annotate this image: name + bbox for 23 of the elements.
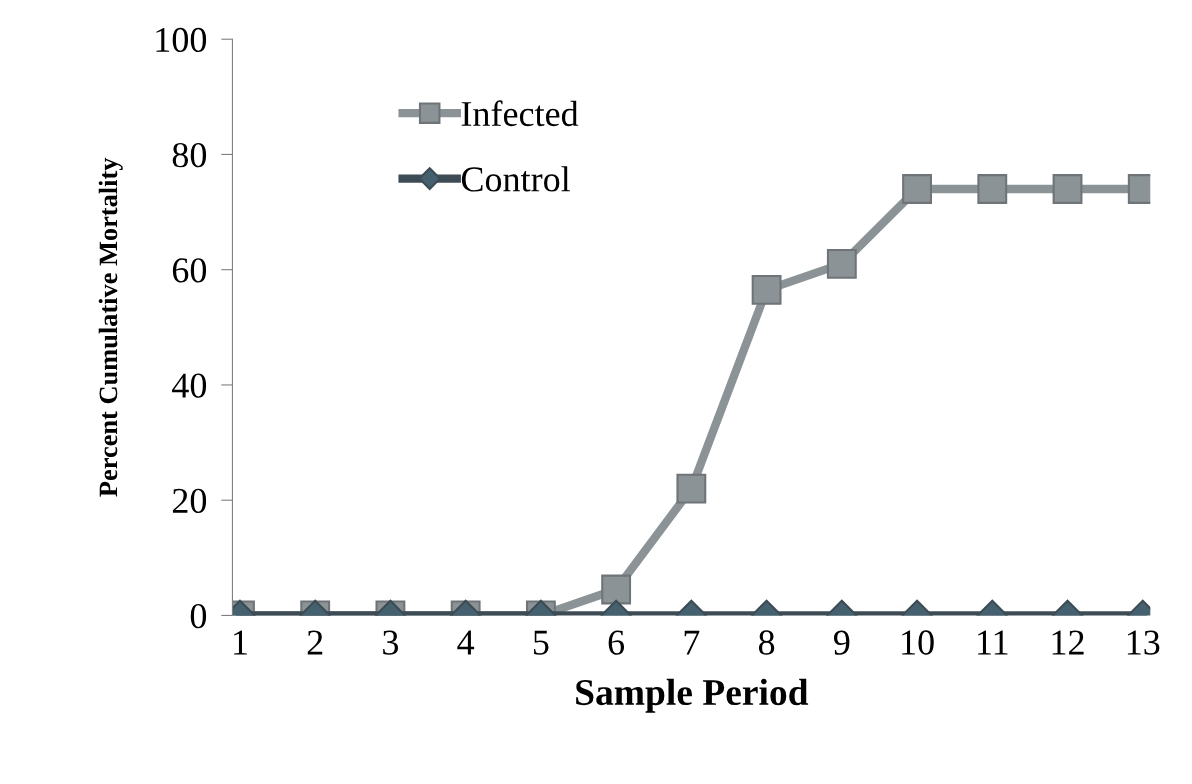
legend-label: Control	[461, 166, 571, 192]
x-tick-label: 4	[457, 630, 475, 655]
x-tick-label: 2	[307, 630, 323, 655]
x-tick-label: 6	[608, 630, 625, 655]
legend-label: Infected	[461, 100, 579, 127]
x-tick-label: 5	[533, 630, 549, 655]
y-tick-label: 100	[156, 27, 207, 53]
x-tick-label: 8	[758, 630, 775, 655]
y-axis-title: Percent Cumulative Mortality	[98, 157, 123, 497]
x-tick-label: 11	[978, 630, 1008, 655]
x-tick-label: 9	[833, 630, 850, 655]
y-tick-label: 0	[190, 603, 207, 629]
y-tick-label: 20	[172, 488, 207, 514]
x-tick-label: 7	[684, 630, 700, 655]
x-axis-title: Sample Period	[576, 678, 809, 713]
x-tick-label: 1	[234, 630, 247, 655]
y-tick-label: 80	[172, 142, 207, 168]
y-tick-label: 60	[172, 258, 207, 283]
y-tick-label: 40	[172, 373, 207, 398]
x-tick-label: 12	[1052, 630, 1084, 655]
x-tick-label: 13	[1127, 630, 1160, 655]
x-tick-label: 10	[902, 630, 934, 655]
x-tick-label: 3	[383, 630, 399, 655]
